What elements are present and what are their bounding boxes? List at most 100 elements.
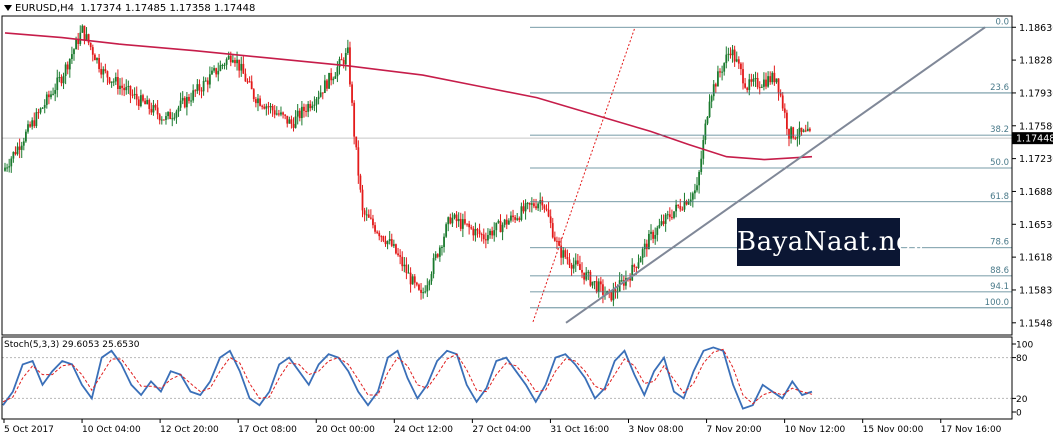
candle-body [466, 223, 468, 225]
candle-body [725, 54, 728, 64]
candle-body [660, 221, 663, 225]
candle-body [372, 218, 374, 226]
candle-body [45, 94, 48, 105]
candle-body [217, 70, 220, 75]
y-tick-label: 1.15480 [1019, 318, 1053, 329]
candle-body [300, 106, 303, 119]
candle-body [512, 215, 514, 218]
candle-body [420, 289, 422, 293]
candle-body [560, 245, 563, 258]
stoch-tick-label: 20 [1016, 395, 1028, 405]
candle-body [165, 116, 167, 120]
candle-body [428, 281, 431, 286]
candle-body [664, 214, 667, 224]
candle-body [162, 119, 165, 121]
candle-body [595, 281, 598, 292]
y-tick-label: 1.16530 [1019, 220, 1053, 231]
candle-body [71, 54, 73, 59]
candle-body [520, 206, 523, 220]
candle-body [432, 258, 435, 274]
candle-body [62, 76, 65, 84]
candle-body [200, 90, 203, 92]
candle-body [342, 60, 345, 65]
candle-body [380, 236, 383, 238]
candle-body [545, 208, 548, 210]
candle-body [41, 107, 44, 109]
candle-body [290, 119, 293, 124]
candle-body [409, 272, 412, 285]
candle-body [269, 106, 272, 108]
candle-body [798, 127, 801, 137]
candle-body [443, 236, 445, 248]
candle-body [146, 99, 149, 105]
candle-body [106, 71, 109, 78]
candle-body [593, 281, 596, 283]
candle-body [401, 256, 404, 267]
candle-body [658, 224, 661, 228]
y-tick-label: 1.18630 [1019, 23, 1053, 34]
candle-body [733, 49, 736, 62]
candle-body [411, 276, 414, 285]
candle-body [108, 77, 111, 83]
collapse-triangle-icon[interactable] [4, 5, 12, 11]
candle-body [367, 214, 370, 218]
candle-body [403, 264, 406, 267]
candle-body [806, 128, 809, 132]
stoch-tick-label: 0 [1016, 409, 1022, 419]
candle-body [183, 97, 186, 108]
ohlc-quote: 1.17374 1.17485 1.17358 1.17448 [80, 3, 256, 14]
candle-body [698, 171, 701, 186]
candle-body [700, 158, 703, 172]
candle-body [119, 85, 121, 90]
candle-body [89, 42, 92, 48]
candle-body [541, 200, 544, 206]
y-tick-label: 1.17930 [1019, 88, 1053, 99]
candle-body [139, 95, 142, 107]
fib-level-label: 0.0 [995, 17, 1009, 27]
candle-body [240, 63, 243, 71]
candle-body [175, 111, 178, 118]
candle-body [309, 103, 312, 109]
candle-body [413, 276, 416, 283]
candle-body [783, 108, 786, 113]
candle-body [484, 239, 487, 241]
candle-body [246, 81, 249, 83]
candle-body [418, 284, 420, 290]
x-tick-label: 7 Nov 20:00 [707, 425, 762, 435]
candle-body [710, 96, 713, 102]
candle-body [110, 81, 113, 83]
candle-body [303, 106, 305, 111]
candle-body [392, 244, 395, 246]
candle-body [39, 108, 42, 113]
candle-body [771, 72, 774, 83]
candle-body [635, 266, 638, 268]
candle-body [386, 241, 389, 245]
candle-body [18, 146, 21, 150]
candle-body [723, 63, 726, 72]
candle-body [662, 221, 665, 224]
candle-body [194, 90, 197, 92]
candle-body [497, 220, 500, 223]
candle-body [453, 214, 456, 218]
candle-body [489, 230, 491, 236]
candle-body [104, 69, 107, 72]
candle-body [673, 211, 675, 218]
x-tick-label: 10 Nov 12:00 [785, 425, 846, 435]
moving-average-line [4, 32, 813, 161]
candle-body [470, 227, 473, 229]
candle-body [750, 79, 753, 82]
candle-body [227, 55, 230, 60]
candle-body [773, 72, 776, 83]
candle-body [298, 110, 301, 119]
candle-body [620, 280, 623, 282]
candle-body [296, 110, 299, 117]
candle-body [742, 69, 744, 84]
price-frame [1, 15, 1013, 336]
candle-body [100, 68, 103, 75]
candle-body [706, 116, 709, 124]
candle-body [691, 193, 694, 200]
candle-body [505, 219, 508, 225]
x-tick-label: 17 Nov 16:00 [941, 425, 1002, 435]
stochastic-pane [2, 346, 1012, 410]
x-tick-label: 31 Oct 16:00 [550, 425, 609, 435]
